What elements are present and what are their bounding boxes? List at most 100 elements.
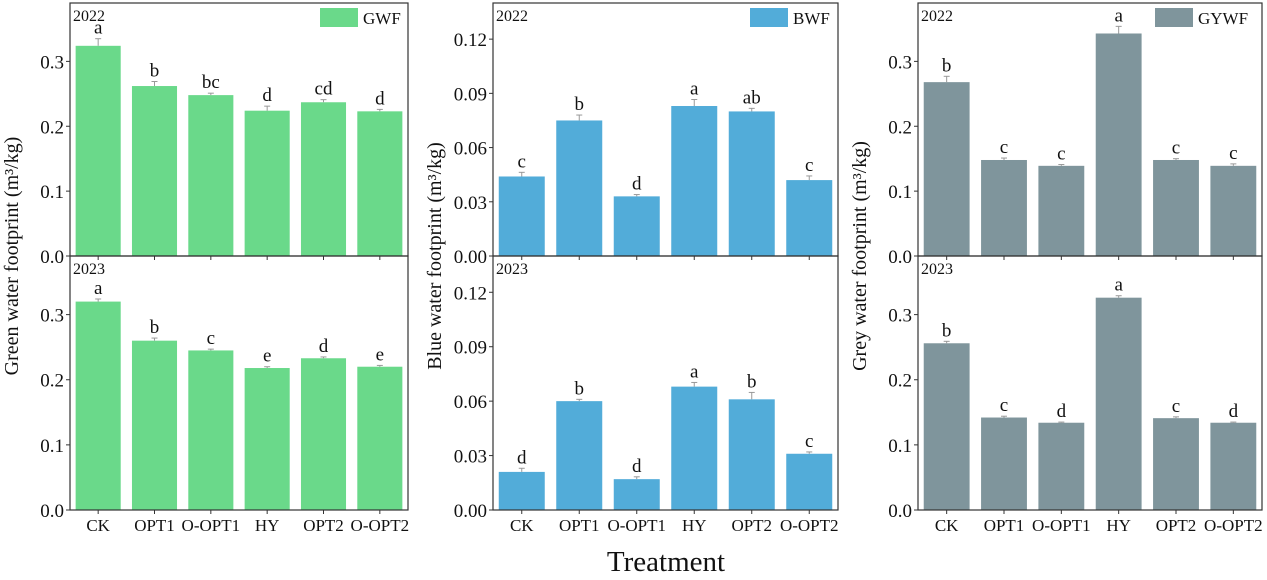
- significance-letter: a: [690, 79, 699, 100]
- bar-opt1: [981, 159, 1027, 256]
- year-label: 2023: [73, 261, 105, 278]
- bar-opt2: [728, 399, 775, 510]
- legend-swatch: [320, 8, 358, 27]
- y-tick-label: 0.1: [888, 436, 912, 457]
- significance-letter: b: [150, 60, 160, 81]
- chart-gywf: Grey water footprint (m³/kg) b c c a c c 0.0 0.1…: [849, 2, 1263, 535]
- y-tick-label: 0.2: [40, 371, 64, 392]
- x-tick-label: O-OPT2: [1204, 516, 1263, 535]
- bar-o-opt2: [357, 111, 403, 256]
- bar-hy: [244, 110, 290, 256]
- panel-2023: b c d a c d 0.0 0.1 0.2 0.3 2023: [888, 255, 1263, 522]
- bar-hy: [244, 368, 290, 510]
- legend-label: GYWF: [1198, 9, 1248, 28]
- panel-2022: a b bc d cd d 0.0 0.1 0.2 0.3 2022 GWF: [40, 2, 409, 268]
- legend-swatch: [1155, 8, 1193, 27]
- panel-2023: d b d a b c 0.00 0.03 0.06 0.09 0.12 2023: [454, 255, 839, 522]
- year-label: 2023: [921, 261, 953, 278]
- significance-letter: a: [94, 278, 103, 299]
- y-axis-title: Grey water footprint (m³/kg): [849, 141, 871, 371]
- bar-o-opt1: [188, 95, 234, 256]
- significance-letter: a: [690, 361, 699, 382]
- significance-letter: b: [747, 371, 757, 392]
- y-tick-label: 0.2: [888, 371, 912, 392]
- panel-2022: b c c a c c 0.0 0.1 0.2 0.3 2022 GYWF: [888, 2, 1263, 268]
- bar-ck: [498, 176, 545, 256]
- significance-letter: d: [632, 174, 642, 195]
- significance-letter: c: [207, 328, 215, 349]
- x-tick-label: OPT2: [303, 516, 344, 535]
- significance-letter: c: [805, 155, 813, 176]
- year-label: 2022: [496, 8, 528, 25]
- significance-letter: c: [1000, 137, 1008, 158]
- x-tick-label: OPT1: [559, 516, 600, 535]
- bar-opt2: [1153, 418, 1199, 510]
- significance-letter: b: [575, 94, 585, 115]
- y-tick-label: 0.2: [40, 117, 64, 138]
- y-tick-label: 0.12: [454, 283, 487, 304]
- y-tick-label: 0.12: [454, 30, 487, 51]
- y-tick-label: 0.09: [454, 84, 487, 105]
- bar-o-opt2: [357, 366, 403, 510]
- significance-letter: d: [1057, 401, 1067, 422]
- significance-letter: cd: [315, 79, 333, 100]
- x-tick-label: HY: [1106, 516, 1131, 535]
- y-tick-label: 0.0: [888, 247, 912, 268]
- significance-letter: c: [518, 151, 526, 172]
- significance-letter: c: [1000, 395, 1008, 416]
- y-tick-label: 0.3: [40, 52, 64, 73]
- significance-letter: b: [575, 378, 585, 399]
- significance-letter: c: [805, 431, 813, 452]
- y-tick-label: 0.03: [454, 193, 487, 214]
- y-tick-label: 0.3: [888, 306, 912, 327]
- significance-letter: a: [1114, 275, 1123, 296]
- x-tick-label: CK: [510, 516, 534, 535]
- x-tick-label: HY: [682, 516, 707, 535]
- y-axis-title: Green water footprint (m³/kg): [1, 137, 23, 376]
- x-tick-label: CK: [86, 516, 110, 535]
- significance-letter: c: [1229, 143, 1237, 164]
- bar-opt2: [300, 358, 347, 510]
- y-tick-label: 0.06: [454, 139, 487, 160]
- significance-letter: b: [942, 55, 952, 76]
- bar-o-opt2: [786, 453, 833, 510]
- y-tick-label: 0.3: [888, 52, 912, 73]
- significance-letter: d: [375, 88, 385, 109]
- bar-o-opt2: [1210, 422, 1257, 510]
- bar-o-opt1: [613, 196, 660, 256]
- y-tick-label: 0.0: [40, 247, 64, 268]
- significance-letter: c: [1172, 138, 1180, 159]
- significance-letter: c: [1172, 396, 1180, 417]
- panel-2023: a b c e d e 0.0 0.1 0.2 0.3 2023: [40, 255, 409, 522]
- significance-letter: d: [632, 456, 642, 477]
- y-tick-label: 0.1: [40, 436, 64, 457]
- y-tick-label: 0.3: [40, 306, 64, 327]
- x-tick-label: OPT2: [1156, 516, 1197, 535]
- x-tick-label: O-OPT2: [780, 516, 839, 535]
- x-tick-label: HY: [255, 516, 280, 535]
- y-tick-label: 0.09: [454, 338, 487, 359]
- year-label: 2023: [496, 261, 528, 278]
- x-tick-label: O-OPT1: [607, 516, 666, 535]
- bar-ck: [498, 471, 545, 510]
- bar-o-opt2: [786, 180, 833, 256]
- plot-frame: [492, 255, 839, 511]
- bar-hy: [1095, 33, 1142, 256]
- bar-opt1: [556, 120, 603, 256]
- bar-opt2: [1153, 159, 1199, 256]
- bar-o-opt1: [1038, 422, 1085, 510]
- significance-letter: bc: [202, 72, 220, 93]
- y-tick-label: 0.06: [454, 392, 487, 413]
- x-tick-label: OPT2: [731, 516, 772, 535]
- significance-letter: b: [942, 320, 952, 341]
- y-tick-label: 0.0: [888, 501, 912, 522]
- bar-ck: [923, 343, 970, 510]
- y-tick-label: 0.1: [888, 182, 912, 203]
- y-tick-label: 0.0: [40, 501, 64, 522]
- plot-frame: [69, 255, 409, 511]
- year-label: 2022: [73, 8, 105, 25]
- bar-ck: [75, 301, 121, 510]
- bar-hy: [671, 106, 718, 256]
- bar-ck: [75, 45, 121, 256]
